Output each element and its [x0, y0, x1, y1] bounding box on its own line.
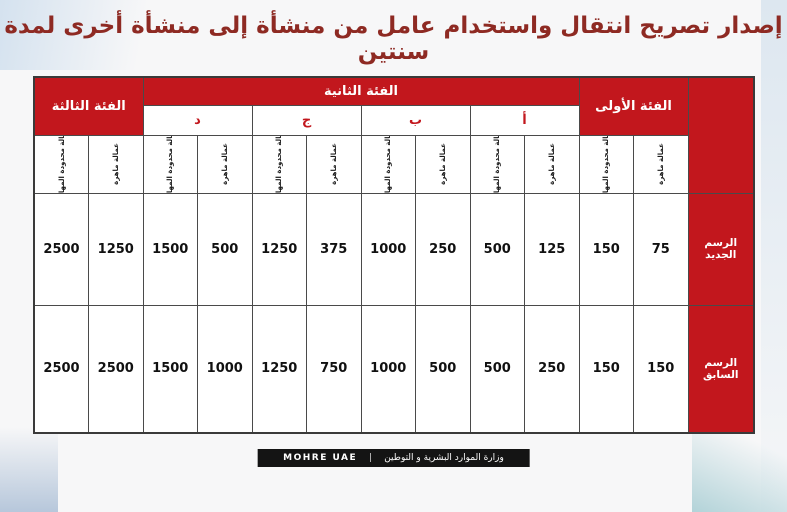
fee-value-cell: 1500 — [142, 192, 198, 306]
fee-value-cell: 2500 — [33, 304, 89, 434]
skill-label-cell: عمالة محدودة المهارة — [360, 134, 416, 194]
skill-label-skilled: عمالة ماهرة — [111, 143, 120, 185]
table-row-new-fee: الرسم الجديد 75 150 125 500 250 1000 375… — [33, 192, 755, 306]
category-3-header: الفئة الثالثة — [33, 76, 144, 136]
fee-value-cell: 2500 — [88, 304, 144, 434]
skill-label-cell: عمالة محدودة المهارة — [578, 134, 634, 194]
fee-value-cell: 250 — [524, 304, 580, 434]
fee-value-cell: 75 — [633, 192, 689, 306]
fee-value-cell: 1250 — [251, 304, 307, 434]
skill-label-skilled: عمالة ماهرة — [438, 143, 447, 185]
skill-label-cell: عمالة ماهرة — [306, 134, 362, 194]
fee-value-cell: 150 — [578, 192, 634, 306]
fee-value-cell: 500 — [469, 192, 525, 306]
skill-header-row: عمالة ماهرة عمالة محدودة المهارة عمالة م… — [33, 134, 754, 194]
fee-value-cell: 250 — [415, 192, 471, 306]
fee-value-cell: 500 — [197, 192, 253, 306]
fee-value-cell: 1250 — [251, 192, 307, 306]
fee-value-cell: 1000 — [360, 304, 416, 434]
letter-header-a: أ — [469, 104, 580, 136]
fee-value-cell: 1250 — [88, 192, 144, 306]
fee-value-cell: 500 — [415, 304, 471, 434]
letter-header-d: د — [142, 104, 253, 136]
skill-label-cell: عمالة ماهرة — [88, 134, 144, 194]
skill-label-cell: عمالة محدودة المهارة — [33, 134, 89, 194]
fee-value-cell: 150 — [578, 304, 634, 434]
background-art-right-edge — [761, 0, 787, 512]
skill-label-skilled: عمالة ماهرة — [656, 143, 665, 185]
category-header-row: الفئة الأولى الفئة الثانية الفئة الثالثة — [33, 76, 755, 194]
footer-brand-arabic: وزارة الموارد البشرية و التوطين — [384, 453, 504, 463]
skill-label-limited: عمالة محدودة المهارة — [57, 135, 66, 193]
table-row-previous-fee: الرسم السابق 150 150 250 500 500 1000 75… — [33, 304, 755, 434]
skill-label-cell: عمالة ماهرة — [415, 134, 471, 194]
skill-label-skilled: عمالة ماهرة — [547, 143, 556, 185]
skill-label-limited: عمالة محدودة المهارة — [384, 135, 393, 193]
skill-label-cell: عمالة محدودة المهارة — [469, 134, 525, 194]
background-art-bottom-right — [692, 422, 787, 512]
fee-value-cell: 1500 — [142, 304, 198, 434]
skill-label-limited: عمالة محدودة المهارة — [166, 135, 175, 193]
fee-value-cell: 1000 — [360, 192, 416, 306]
skill-label-skilled: عمالة ماهرة — [220, 143, 229, 185]
fee-value-cell: 125 — [524, 192, 580, 306]
letter-header-b: ب — [360, 104, 471, 136]
fee-value-cell: 750 — [306, 304, 362, 434]
footer-brand-bar: MOHRE UAE | وزارة الموارد البشرية و التو… — [257, 449, 530, 467]
fee-value-cell: 375 — [306, 192, 362, 306]
fee-value-cell: 1000 — [197, 304, 253, 434]
skill-label-limited: عمالة محدودة المهارة — [602, 135, 611, 193]
fee-value-cell: 500 — [469, 304, 525, 434]
footer-brand-english: MOHRE UAE — [283, 453, 358, 463]
page-title: إصدار تصريح انتقال واستخدام عامل من منشأ… — [4, 13, 783, 65]
letter-header-j: ج — [251, 104, 362, 136]
skill-label-cell: عمالة ماهرة — [633, 134, 689, 194]
skill-label-cell: عمالة ماهرة — [197, 134, 253, 194]
footer-separator: | — [369, 453, 373, 463]
row-label-new-fee: الرسم الجديد — [687, 192, 755, 306]
skill-label-cell: عمالة محدودة المهارة — [251, 134, 307, 194]
skill-label-cell: عمالة محدودة المهارة — [142, 134, 198, 194]
fee-value-cell: 150 — [633, 304, 689, 434]
fees-table: الفئة الأولى الفئة الثانية الفئة الثالثة… — [33, 76, 755, 434]
skill-label-limited: عمالة محدودة المهارة — [275, 135, 284, 193]
category-1-header: الفئة الأولى — [578, 76, 689, 136]
skill-label-limited: عمالة محدودة المهارة — [493, 135, 502, 193]
category-2-header: الفئة الثانية — [142, 76, 580, 106]
skill-label-cell: عمالة ماهرة — [524, 134, 580, 194]
letter-header-row: أ ب ج د — [34, 104, 754, 136]
row-label-previous-fee: الرسم السابق — [687, 304, 755, 434]
background-art-bottom-left — [0, 427, 58, 512]
skill-label-skilled: عمالة ماهرة — [329, 143, 338, 185]
row-label-column-header — [687, 76, 755, 194]
fee-value-cell: 2500 — [33, 192, 89, 306]
